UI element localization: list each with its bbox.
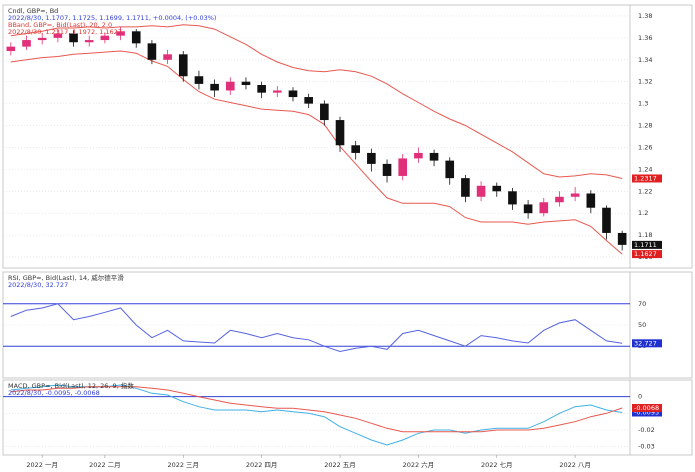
candle-body <box>320 103 329 121</box>
y-tick-label: 1.32 <box>638 78 652 86</box>
y-tick-label: -0.03 <box>638 443 655 451</box>
y-tick-label: 1.24 <box>638 165 652 173</box>
x-tick-label: 2022 四月 <box>246 461 278 469</box>
panel-annotation: 2022/8/30, 32.727 <box>8 281 68 289</box>
candle-body <box>53 33 63 38</box>
y-tick-label: -0.02 <box>638 426 655 434</box>
x-tick-label: 2022 一月 <box>26 461 58 469</box>
price-tag <box>632 174 662 183</box>
y-tick-label: 0 <box>638 393 642 401</box>
y-tick-label: 1.22 <box>638 187 652 195</box>
candle-body <box>131 31 141 44</box>
bollinger-band <box>10 50 623 255</box>
y-tick-label: 1.28 <box>638 122 652 130</box>
indicator-line <box>10 303 623 353</box>
candle-body <box>84 40 94 43</box>
y-tick-label: 1.2 <box>638 209 648 217</box>
candle-body <box>6 46 16 52</box>
panel-frame <box>2 379 693 456</box>
panel-annotation: 2022/8/30, 1.1707, 1.1725, 1.1699, 1.171… <box>8 14 216 22</box>
candle-body <box>194 76 204 84</box>
price-tag-label: -0.0068 <box>634 404 659 412</box>
candle-body <box>398 158 408 176</box>
candle-body <box>586 193 596 208</box>
price-tag <box>632 404 662 412</box>
candle-body <box>461 178 470 197</box>
price-tag-label: 1.1711 <box>634 241 657 249</box>
candle-body <box>257 84 266 93</box>
candle-body <box>147 43 157 60</box>
y-tick-label: 50 <box>638 321 646 329</box>
price-tag-label: 1.2317 <box>634 174 657 182</box>
candle-body <box>163 54 172 60</box>
indicator-line <box>10 384 623 446</box>
y-tick-label: 1.34 <box>638 56 652 64</box>
y-tick-label: 1.3 <box>638 100 648 108</box>
candle-body <box>100 35 110 41</box>
candle-body <box>617 232 627 245</box>
candle-body <box>414 152 423 159</box>
candle-body <box>335 120 345 146</box>
candle-body <box>555 196 564 203</box>
y-tick-label: 1.26 <box>638 143 652 151</box>
candle-body <box>288 90 298 98</box>
candle-body <box>476 185 486 197</box>
candle-body <box>241 81 251 85</box>
price-tag <box>632 408 662 417</box>
y-tick-label: 1.36 <box>638 34 652 42</box>
indicator-line <box>10 386 623 433</box>
candle-body <box>37 37 47 41</box>
price-tag-label: -0.0095 <box>634 409 659 417</box>
candle-body <box>273 90 282 93</box>
candle-body <box>367 152 376 164</box>
panel-title: Cndl, GBP=, Bd <box>8 7 58 15</box>
price-tag <box>632 339 662 348</box>
panel-annotation: 2022/8/30, 1.2317, 1.1972, 1.1627 <box>8 28 122 36</box>
candle-body <box>523 204 533 214</box>
candle-body <box>351 145 360 153</box>
y-tick-label: 1.38 <box>638 12 652 20</box>
candle-body <box>22 40 31 47</box>
x-tick-label: 2022 三月 <box>167 461 199 469</box>
candle-body <box>69 33 78 43</box>
price-tag-label: 32.727 <box>634 339 657 347</box>
y-tick-label: 1.18 <box>638 231 652 239</box>
candle-body <box>178 54 188 77</box>
x-tick-label: 2022 八月 <box>559 461 591 469</box>
candle-body <box>508 191 517 205</box>
candle-body <box>225 81 235 91</box>
panel-annotation: 2022/8/30, -0.0095, -0.0068 <box>8 389 100 397</box>
x-tick-label: 2022 二月 <box>89 461 121 469</box>
panel-title: MACD, GBP=, Bid(Last), 12, 26, 9, 指数 <box>8 381 134 390</box>
price-tag <box>632 240 662 249</box>
x-tick-label: 2022 六月 <box>403 460 435 469</box>
panel-title: RSI, GBP=, Bid(Last), 14, 威尔德平滑 <box>8 273 124 282</box>
candle-body <box>492 185 502 192</box>
price-tag <box>632 250 662 259</box>
panel-frame <box>2 4 693 269</box>
bollinger-band <box>10 24 623 179</box>
price-tag-label: 1.1627 <box>634 250 657 258</box>
candle-body <box>429 152 439 161</box>
candle-body <box>382 163 392 176</box>
candle-body <box>116 31 125 36</box>
x-tick-label: 2022 五月 <box>324 461 356 469</box>
candle-body <box>602 207 611 233</box>
candle-body <box>210 83 219 91</box>
candle-body <box>304 97 313 104</box>
y-tick-label: 70 <box>638 300 646 308</box>
x-tick-label: 2022 七月 <box>481 460 513 469</box>
candle-body <box>539 202 549 214</box>
candle-body <box>445 160 455 179</box>
panel-annotation: BBand, GBP=, Bid(Last), 20, 2.0 <box>8 21 112 29</box>
candle-body <box>570 193 580 197</box>
